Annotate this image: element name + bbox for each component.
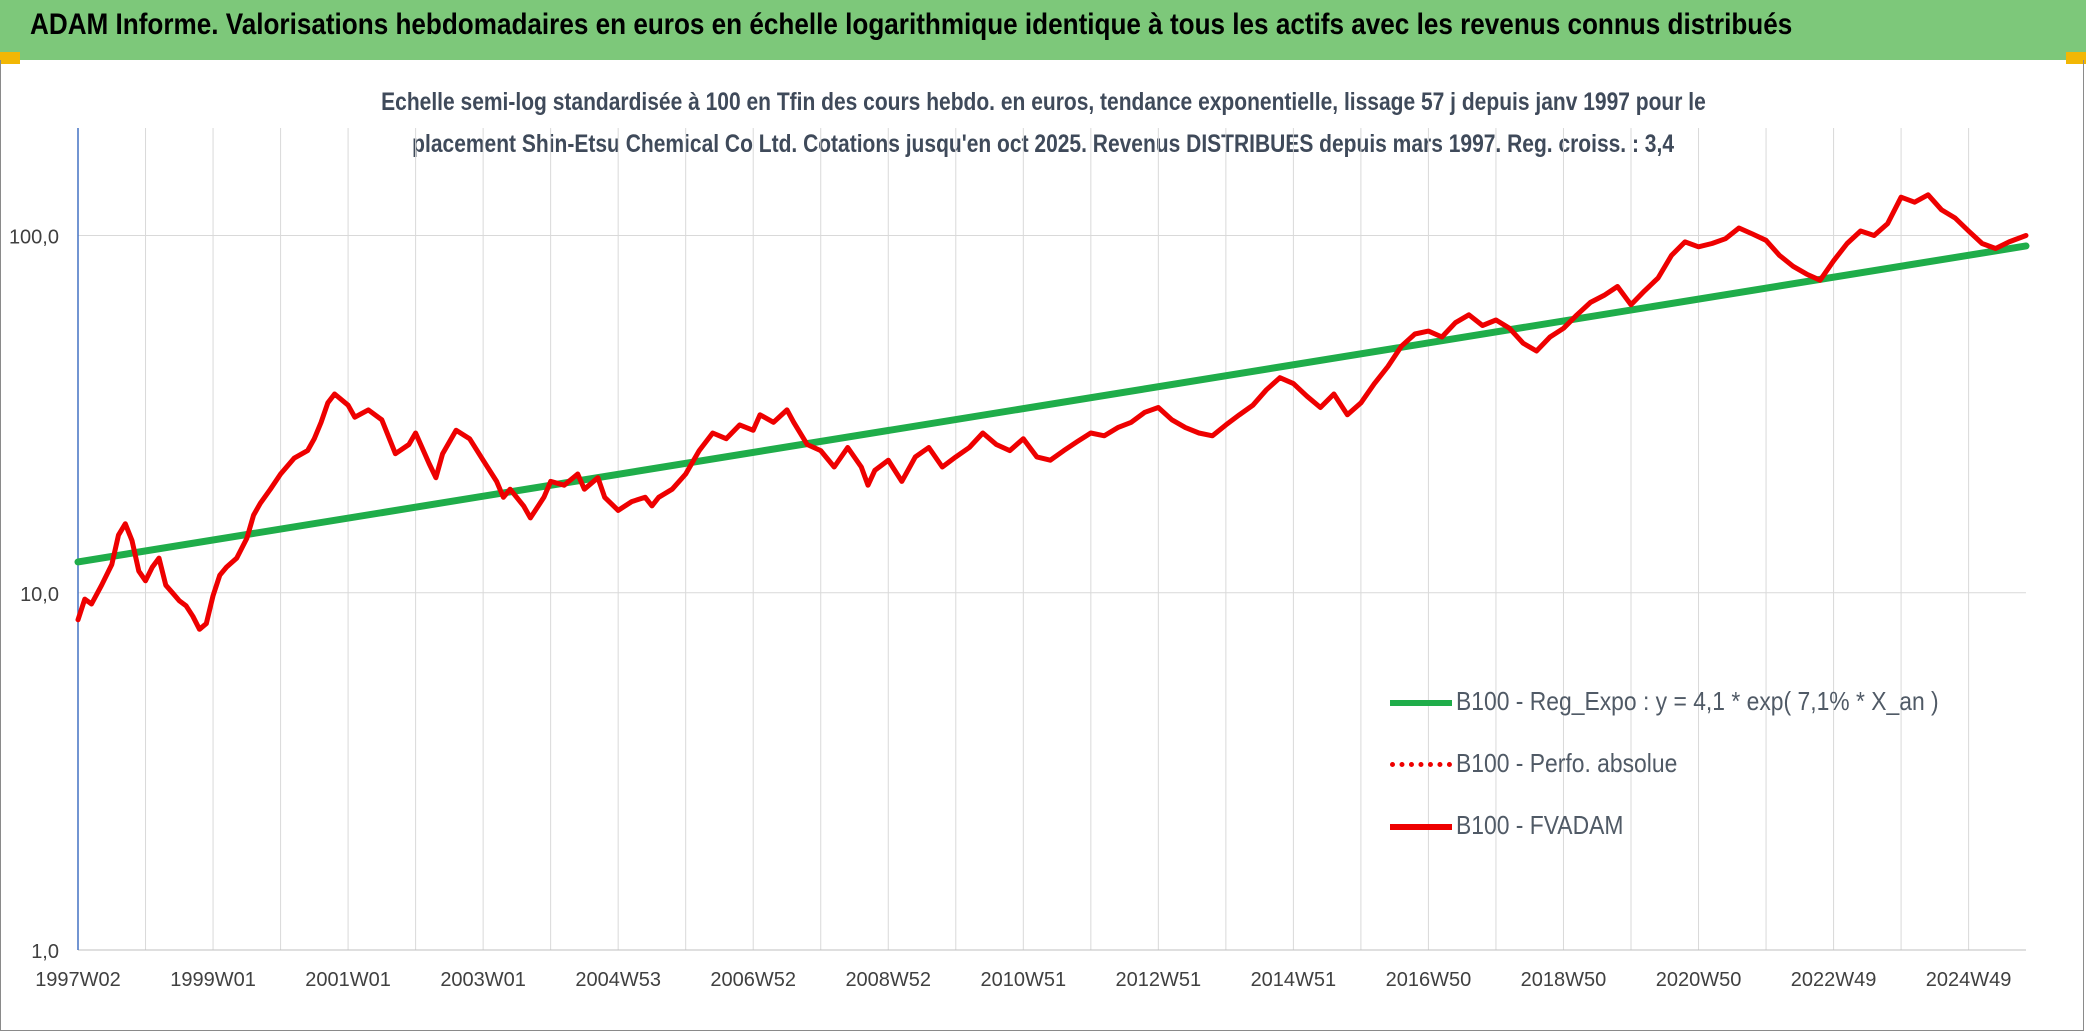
x-tick-label: 2024W49	[1926, 969, 2012, 991]
x-tick-label: 2016W50	[1386, 969, 1472, 991]
series-line-fvadam	[75, 192, 2029, 632]
x-tick-label: 2006W52	[710, 969, 796, 991]
x-tick-label: 2008W52	[845, 969, 931, 991]
x-tick-label: 2010W51	[980, 969, 1066, 991]
legend-swatch-fvadam	[1390, 824, 1452, 830]
legend-swatch-perfo-absolue	[1390, 762, 1452, 767]
x-tick-label: 1997W02	[35, 969, 121, 991]
x-tick-label: 1999W01	[170, 969, 256, 991]
y-tick-label: 1,0	[31, 941, 59, 963]
x-tick-label: 2018W50	[1521, 969, 1607, 991]
x-tick-label: 2003W01	[440, 969, 526, 991]
x-tick-label: 2022W49	[1791, 969, 1877, 991]
corner-mark-right	[2066, 52, 2086, 64]
page-title: ADAM Informe. Valorisations hebdomadaire…	[30, 8, 1793, 41]
header-banner	[0, 0, 2086, 60]
chart-title-line-1: Echelle semi-log standardisée à 100 en T…	[380, 88, 1706, 116]
chart-frame	[0, 60, 2084, 1031]
x-tick-label: 2001W01	[305, 969, 391, 991]
legend-label-reg-expo: B100 - Reg_Expo : y = 4,1 * exp( 7,1% * …	[1456, 686, 1939, 716]
chart-title-line-2: placement Shin-Etsu Chemical Co Ltd. Cot…	[412, 130, 1674, 158]
legend-label-fvadam: B100 - FVADAM	[1456, 810, 1624, 840]
series-line-reg-expo	[74, 242, 2030, 566]
y-tick-label: 10,0	[20, 584, 59, 606]
legend-label-perfo-absolue: B100 - Perfo. absolue	[1456, 748, 1678, 778]
x-tick-label: 2014W51	[1251, 969, 1337, 991]
x-tick-label: 2020W50	[1656, 969, 1742, 991]
x-tick-label: 2004W53	[575, 969, 661, 991]
y-tick-label: 100,0	[9, 227, 59, 249]
x-tick-label: 2012W51	[1116, 969, 1202, 991]
corner-mark-left	[0, 52, 20, 64]
legend-swatch-reg-expo	[1390, 700, 1452, 706]
